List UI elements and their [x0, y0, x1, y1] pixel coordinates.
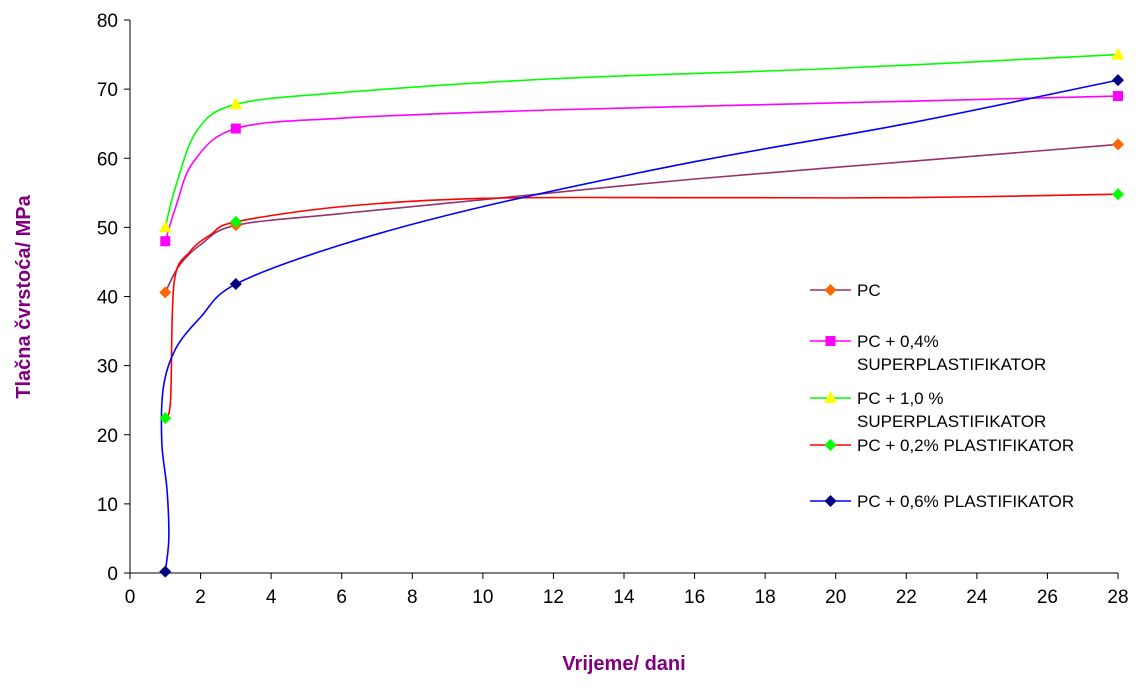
data-point	[159, 286, 172, 299]
y-tick-label: 50	[97, 218, 118, 239]
x-tick-label: 26	[1037, 587, 1058, 608]
series-line	[164, 95, 1119, 242]
legend-label: SUPERPLASTIFIKATOR	[857, 412, 1046, 431]
y-tick-label: 40	[97, 288, 118, 309]
legend-marker	[824, 495, 837, 507]
legend-label: PC + 0,2% PLASTIFIKATOR	[857, 436, 1074, 455]
x-tick-label: 2	[195, 587, 206, 608]
data-point	[1112, 188, 1124, 201]
series-line	[160, 79, 1119, 572]
legend-entry: PC + 0,4% SUPERPLASTIFIKATOR	[810, 332, 1046, 374]
legend-marker	[824, 439, 837, 451]
x-tick-label: 18	[755, 587, 776, 608]
series-1	[164, 143, 1119, 293]
data-point	[1113, 91, 1123, 102]
data-point	[229, 97, 243, 110]
x-tick-label: 16	[684, 587, 705, 608]
x-tick-label: 6	[336, 587, 347, 608]
x-axis-title: Vrijeme/ dani	[562, 653, 685, 675]
legend-label: PC + 0,4%	[857, 332, 939, 351]
series-line	[164, 143, 1119, 293]
legend-entry: PC	[810, 281, 881, 300]
data-point	[159, 412, 172, 425]
x-tick-label: 0	[125, 587, 136, 608]
series-4	[164, 193, 1119, 419]
y-tick-label: 30	[97, 357, 118, 378]
data-point	[230, 123, 241, 134]
x-tick-label: 20	[825, 587, 846, 608]
data-point	[229, 278, 242, 291]
y-tick-label: 20	[97, 426, 118, 447]
legend: PC PC + 0,4% SUPERPLASTIFIKATOR PC + 1,0 % S…	[810, 281, 1074, 511]
series-1-markers	[159, 138, 1124, 299]
legend-label: PC + 1,0 %	[857, 389, 943, 408]
data-point	[1111, 47, 1125, 60]
legend-entry: PC + 1,0 % SUPERPLASTIFIKATOR	[810, 389, 1046, 431]
series-line	[164, 53, 1119, 228]
x-tick-label: 24	[966, 587, 988, 608]
legend-label: PC	[857, 281, 881, 300]
x-tick-label: 22	[896, 587, 917, 608]
legend-marker	[825, 336, 836, 346]
data-point	[1112, 74, 1124, 87]
data-point	[158, 220, 172, 233]
data-point	[159, 565, 172, 578]
series-3	[164, 53, 1119, 228]
x-tick-label: 10	[472, 587, 493, 608]
series-5	[160, 79, 1119, 572]
series-4-markers	[159, 188, 1124, 425]
legend-entry: PC + 0,2% PLASTIFIKATOR	[810, 436, 1074, 455]
y-tick-label: 60	[97, 149, 118, 170]
legend-entry: PC + 0,6% PLASTIFIKATOR	[810, 492, 1074, 511]
x-tick-label: 8	[407, 587, 418, 608]
x-tick-label: 28	[1107, 587, 1128, 608]
series-5-markers	[159, 74, 1124, 578]
data-point	[160, 236, 171, 247]
series-layer	[158, 47, 1125, 578]
x-tick-label: 12	[543, 587, 564, 608]
y-axis-title: Tlačna čvrstoća/ MPa	[13, 194, 35, 398]
y-tick-label: 0	[107, 564, 118, 585]
x-tick-label: 14	[613, 587, 635, 608]
y-tick-label: 10	[97, 495, 118, 516]
legend-label: SUPERPLASTIFIKATOR	[857, 355, 1046, 374]
legend-label: PC + 0,6% PLASTIFIKATOR	[857, 492, 1074, 511]
y-tick-label: 70	[97, 80, 118, 101]
legend-marker	[824, 284, 837, 296]
series-3-markers	[158, 47, 1125, 233]
legend-marker	[824, 391, 837, 403]
series-2-markers	[160, 91, 1123, 247]
data-point	[1112, 138, 1124, 151]
y-tick-label: 80	[97, 11, 118, 32]
x-tick-label: 4	[266, 587, 277, 608]
series-2	[164, 95, 1119, 242]
series-line	[164, 193, 1119, 419]
data-point	[229, 215, 242, 228]
